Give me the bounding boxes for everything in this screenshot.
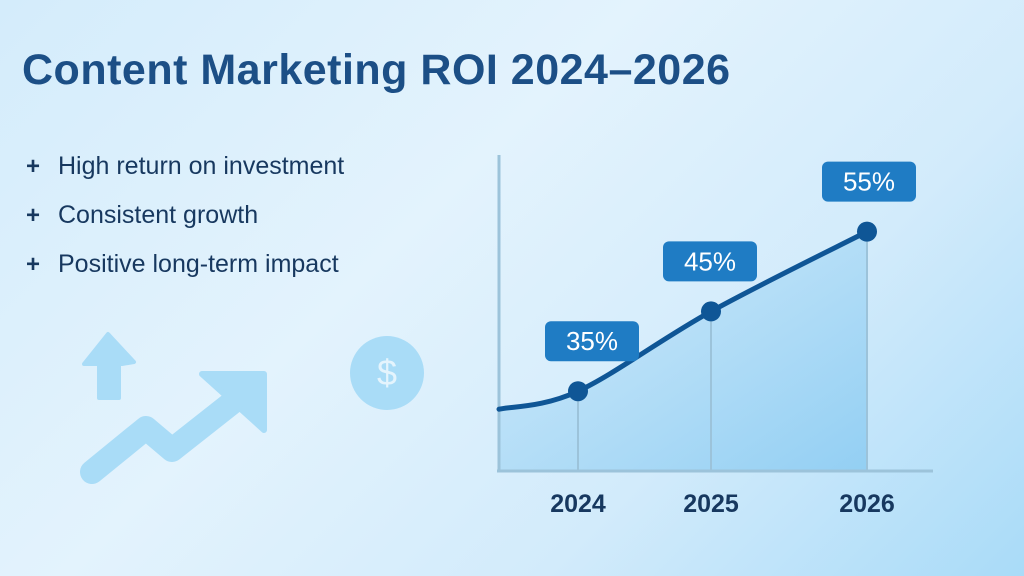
plus-icon: + bbox=[26, 250, 41, 278]
svg-text:$: $ bbox=[377, 352, 397, 393]
page-title: Content Marketing ROI 2024–2026 bbox=[22, 46, 731, 94]
data-label: 45% bbox=[684, 246, 736, 276]
x-tick-label: 2026 bbox=[839, 490, 895, 518]
data-label-badge bbox=[822, 161, 916, 202]
plus-icon: + bbox=[26, 152, 41, 180]
data-label: 35% bbox=[566, 326, 618, 356]
data-label-badge bbox=[663, 241, 757, 282]
trend-arrow-icon bbox=[80, 371, 267, 484]
data-point bbox=[568, 381, 588, 402]
benefit-list: + High return on investment + Consistent g… bbox=[26, 142, 344, 289]
data-label-badge bbox=[545, 321, 639, 362]
decorative-icons: $ bbox=[80, 332, 424, 484]
series-line bbox=[496, 229, 870, 412]
data-point bbox=[857, 221, 877, 242]
data-point bbox=[701, 301, 721, 322]
up-arrow-icon bbox=[82, 332, 136, 400]
x-tick-label: 2025 bbox=[683, 490, 739, 518]
bullet-text: Positive long-term impact bbox=[58, 250, 339, 278]
bullet-text: Consistent growth bbox=[58, 201, 259, 229]
list-item: + High return on investment bbox=[26, 142, 344, 191]
dollar-coin-icon: $ bbox=[350, 336, 424, 410]
x-tick-label: 2024 bbox=[550, 490, 606, 518]
plus-icon: + bbox=[26, 201, 41, 229]
data-label: 55% bbox=[843, 167, 895, 197]
list-item: + Positive long-term impact bbox=[26, 240, 344, 289]
list-item: + Consistent growth bbox=[26, 191, 344, 240]
bullet-text: High return on investment bbox=[58, 152, 345, 180]
area-fill bbox=[499, 231, 867, 471]
